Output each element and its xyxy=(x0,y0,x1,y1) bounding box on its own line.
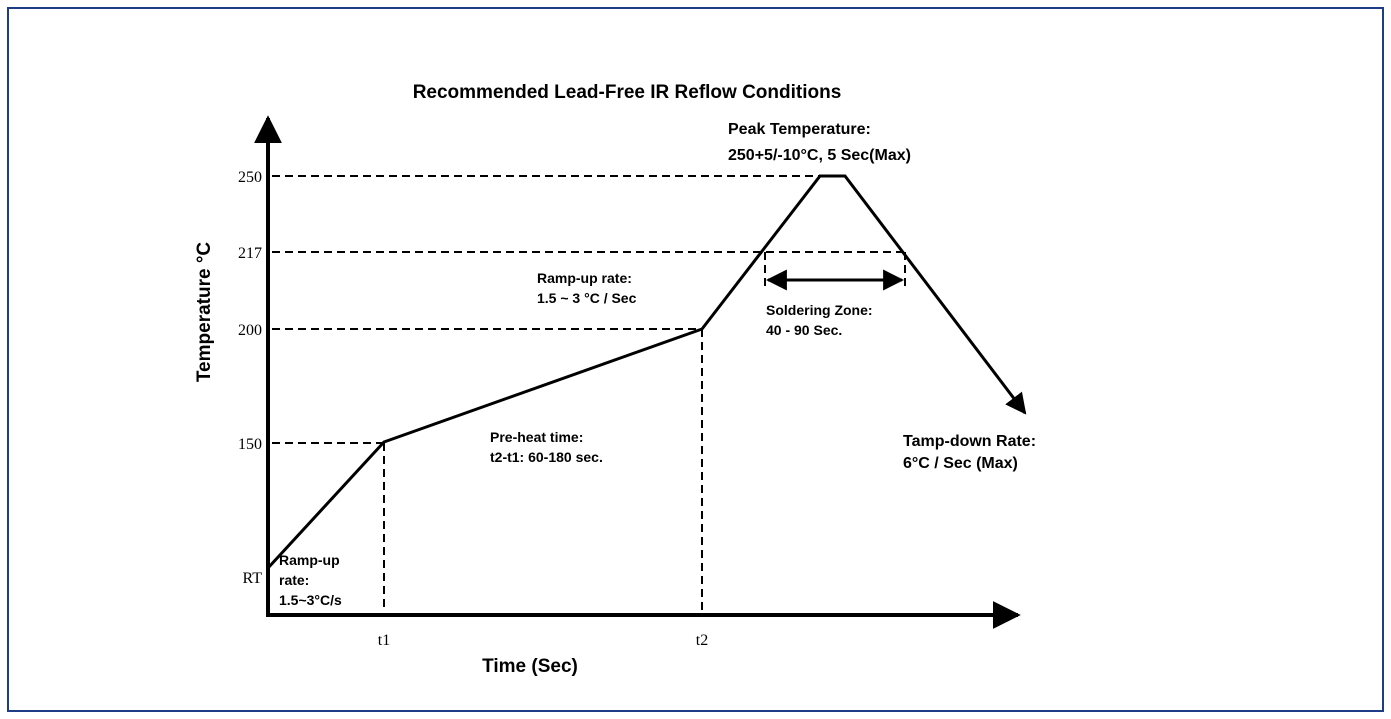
y-tick-label: 150 xyxy=(238,436,262,453)
annotation: rate: xyxy=(279,572,309,588)
annotation: Soldering Zone: xyxy=(766,302,873,318)
annotation: 1.5 ~ 3 °C / Sec xyxy=(537,290,637,306)
y-tick-label: 217 xyxy=(238,245,262,262)
annotation: Pre-heat time: xyxy=(490,429,583,445)
y-tick-label: 200 xyxy=(238,322,262,339)
annotation: Tamp-down Rate: xyxy=(903,433,1036,450)
y-tick-label: RT xyxy=(243,570,263,587)
guides xyxy=(272,175,906,612)
annotation: 40 - 90 Sec. xyxy=(766,322,842,338)
annotation: 250+5/-10°C, 5 Sec(Max) xyxy=(728,147,911,164)
annotation: t2-t1: 60-180 sec. xyxy=(490,449,603,465)
annotation: Ramp-up rate: xyxy=(537,270,632,286)
title: Recommended Lead-Free IR Reflow Conditio… xyxy=(413,82,842,103)
annotation: 1.5~3°C/s xyxy=(279,592,342,608)
y-axis-label: Temperature °C xyxy=(194,242,215,383)
x-axis-label: Time (Sec) xyxy=(482,656,578,677)
x-tick-label: t1 xyxy=(378,632,390,649)
annotation: 6°C / Sec (Max) xyxy=(903,455,1018,472)
profile-line xyxy=(266,174,1027,570)
x-tick-label: t2 xyxy=(696,632,708,649)
y-tick-label: 250 xyxy=(238,169,262,186)
annotation: Peak Temperature: xyxy=(728,121,871,138)
frame xyxy=(7,7,1384,712)
annotation: Ramp-up xyxy=(279,552,340,568)
